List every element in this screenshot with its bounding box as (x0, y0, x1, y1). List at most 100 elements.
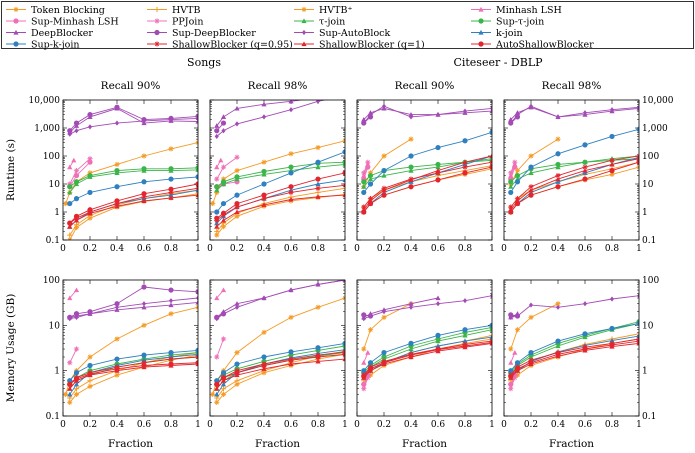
series-line-ppjoin (510, 162, 516, 174)
data-point-sup-autoblock (489, 105, 492, 112)
data-point-ppjoin (87, 156, 93, 162)
data-point-shallowblocker-q-1 (582, 168, 588, 173)
data-point-sup-k-join (288, 170, 294, 176)
data-point-sup-deepblocker (220, 120, 227, 126)
data-point-shallowblocker-q-1 (528, 187, 534, 193)
data-point-sup-autoblock (261, 114, 267, 120)
data-point-shallowblocker-q-0-95 (582, 164, 588, 170)
legend-label-token-blocking: Token Blocking (31, 5, 105, 16)
data-point-sup-autoblock (221, 128, 226, 134)
data-point-hvtb (220, 386, 227, 392)
data-point-sup-k-join (234, 361, 240, 367)
x-tick-label: 0.8 (164, 420, 179, 430)
data-point-hvtb-plus (141, 322, 147, 328)
data-point-sup-k-join (261, 181, 267, 187)
data-point-token-blocking (367, 372, 374, 378)
data-point-hvtb-plus (141, 153, 147, 159)
data-point-sup-k-join (87, 362, 93, 369)
data-point-token-blocking (73, 391, 80, 397)
data-point-shallowblocker-q-0-95 (528, 184, 534, 190)
data-point-deepblocker (195, 299, 198, 305)
data-point-hvtb-plus (315, 144, 321, 151)
data-point-shallowblocker-q-1 (435, 168, 441, 173)
data-point-hvtb (73, 386, 80, 392)
data-point-autoshallowblocker (609, 168, 615, 174)
data-point-sup-autoblock (609, 296, 615, 302)
x-axis-label-4: Fraction (549, 438, 594, 450)
y-tick-label: 0.1 (46, 412, 60, 422)
data-point-hvtb-plus (214, 189, 220, 196)
data-point-tau-join (408, 168, 414, 173)
legend-item-sup-k-join: Sup-k-join (6, 39, 80, 50)
x-tick-label: 0.8 (605, 420, 620, 430)
data-point-autoshallowblocker (361, 209, 367, 215)
series-line-ppjoin (510, 377, 516, 389)
data-point-minhash-lsh (67, 164, 73, 170)
series-line-ppjoin (69, 348, 77, 363)
x-tick-label: 0.8 (164, 244, 179, 254)
data-point-sup-k-join (514, 179, 521, 185)
data-point-autoshallowblocker (220, 375, 227, 381)
data-point-tau-join (367, 176, 374, 182)
data-point-sup-autoblock (141, 118, 147, 124)
x-tick-label: 0.6 (431, 420, 446, 430)
data-point-deepblocker (636, 105, 639, 111)
series-line-hvtb-plus (510, 303, 559, 350)
legend-item-ppjoin: PPJoin (147, 16, 203, 27)
data-point-shallowblocker-q-1 (195, 192, 198, 198)
data-point-sup-k-join (381, 168, 387, 174)
panel-frame (356, 99, 493, 241)
data-point-hvtb (636, 331, 639, 337)
data-point-shallowblocker-q-0-95 (315, 185, 321, 191)
data-point-hvtb (73, 222, 80, 228)
data-point-shallowblocker-q-1 (220, 378, 227, 383)
series-group-memory-songs-90 (63, 284, 198, 405)
data-point-ppjoin (508, 170, 514, 176)
panel-runtime-songs-90: 0 0.2 0.4 0.6 0.8 1 0.1 1 10 100 1,000 10,000 (29, 96, 201, 254)
data-point-token-blocking (514, 372, 521, 378)
data-point-shallowblocker-q-0-95 (288, 189, 294, 196)
legend-label-sup-autoblock: Sup-AutoBlock (319, 28, 390, 39)
data-point-hvtb-plus (114, 161, 120, 168)
data-point-token-blocking (609, 171, 615, 178)
x-tick-label: 1 (636, 420, 642, 430)
data-point-sup-k-join (361, 189, 367, 196)
data-point-autoshallowblocker (234, 200, 240, 207)
x-tick-label: 0.4 (110, 244, 125, 254)
data-point-deepblocker (361, 116, 367, 122)
x-tick-label: 1 (342, 420, 348, 430)
data-point-sup-autoblock (74, 128, 79, 134)
x-tick-label: 0 (207, 244, 213, 254)
data-point-sup-deepblocker (214, 128, 220, 134)
data-point-minhash-lsh (508, 360, 514, 365)
panel-frame (62, 279, 199, 417)
data-point-shallowblocker-q-1 (234, 209, 240, 215)
data-point-ppjoin (214, 176, 220, 182)
y-tick-label: 100 (43, 276, 60, 286)
data-point-token-blocking (234, 381, 240, 387)
x-tick-label: 0.6 (578, 244, 593, 254)
data-point-k-join (489, 334, 492, 340)
data-point-shallowblocker-q-0-95 (141, 360, 147, 366)
data-point-sup-autoblock (582, 301, 588, 307)
data-point-shallowblocker-q-1 (342, 192, 345, 198)
panel-runtime-citeseer-90: 0 0.2 0.4 0.6 0.8 1 (354, 99, 495, 254)
ticks-memory-songs-98 (209, 279, 346, 417)
data-point-ppjoin (73, 168, 80, 174)
data-point-sup-tau-join (168, 166, 174, 172)
data-point-sup-k-join (168, 176, 174, 182)
data-point-deepblocker (234, 301, 240, 306)
data-point-autoshallowblocker (67, 220, 73, 226)
data-point-sup-autoblock (408, 304, 414, 310)
data-point-sup-autoblock (528, 302, 534, 308)
data-point-sup-autoblock (508, 314, 513, 320)
data-point-hvtb-plus (288, 151, 294, 157)
data-point-sup-deepblocker (168, 287, 174, 293)
data-point-sup-tau-join (234, 174, 240, 180)
data-point-sup-autoblock (582, 110, 588, 116)
data-point-sup-tau-join (220, 179, 227, 185)
data-point-ppjoin (361, 386, 367, 392)
x-tick-label: 0.4 (404, 420, 419, 430)
data-point-shallowblocker-q-1 (141, 198, 147, 203)
y-tick-label: 10 (642, 180, 654, 190)
